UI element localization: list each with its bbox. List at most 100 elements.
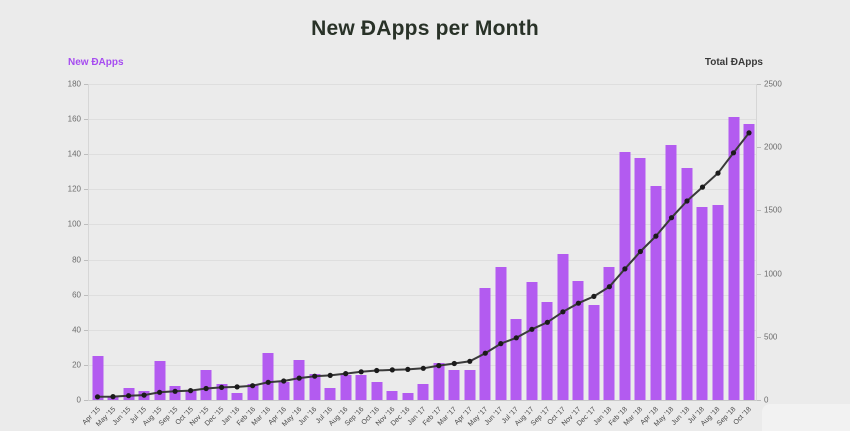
line-point-Oct15[interactable] bbox=[188, 388, 194, 394]
line-point-Aug15[interactable] bbox=[157, 389, 163, 395]
bar-Mar16[interactable] bbox=[262, 352, 274, 400]
bar-Nov17[interactable] bbox=[572, 280, 584, 400]
line-point-May16[interactable] bbox=[296, 375, 302, 381]
bar-Jan18[interactable] bbox=[603, 266, 615, 400]
bar-Oct15[interactable] bbox=[185, 391, 197, 400]
line-point-Sep16[interactable] bbox=[358, 369, 364, 375]
bar-Apr15[interactable] bbox=[92, 356, 104, 400]
bar-Sep18[interactable] bbox=[728, 117, 739, 400]
line-point-Jan17[interactable] bbox=[420, 365, 426, 371]
right-axis-tick-mark bbox=[757, 400, 761, 401]
gridline bbox=[89, 154, 756, 156]
line-point-Mar16[interactable] bbox=[265, 379, 271, 385]
line-point-Jul15[interactable] bbox=[141, 392, 147, 398]
line-point-Nov16[interactable] bbox=[389, 367, 395, 373]
bar-Feb17[interactable] bbox=[433, 363, 445, 400]
bar-Sep16[interactable] bbox=[355, 375, 367, 400]
left-axis-tick-mark bbox=[84, 259, 88, 261]
bar-Aug17[interactable] bbox=[526, 282, 538, 400]
bar-Aug18[interactable] bbox=[712, 205, 724, 400]
bar-Jul16[interactable] bbox=[324, 387, 336, 400]
bar-May18[interactable] bbox=[665, 145, 677, 400]
bar-Oct17[interactable] bbox=[557, 254, 569, 400]
left-axis-tick-mark bbox=[84, 224, 88, 226]
left-axis-tick-label: 0 bbox=[76, 395, 81, 405]
line-point-Apr16[interactable] bbox=[281, 378, 287, 384]
bar-Apr16[interactable] bbox=[278, 382, 290, 400]
line-point-Nov15[interactable] bbox=[203, 385, 209, 392]
line-point-Apr15[interactable] bbox=[94, 394, 101, 400]
left-axis-tick-label: 160 bbox=[67, 114, 81, 124]
bar-Nov16[interactable] bbox=[386, 391, 398, 400]
line-point-Jan16[interactable] bbox=[234, 384, 240, 390]
line-point-Sep18[interactable] bbox=[730, 150, 737, 156]
right-axis-tick-label: 500 bbox=[764, 332, 778, 342]
line-point-Jan18[interactable] bbox=[606, 284, 613, 290]
bar-Jun18[interactable] bbox=[681, 168, 693, 400]
line-point-May18[interactable] bbox=[668, 215, 675, 221]
bar-Sep17[interactable] bbox=[541, 301, 553, 400]
right-axis-tick-label: 2500 bbox=[764, 79, 782, 89]
right-axis-tick-label: 2000 bbox=[764, 142, 782, 152]
line-point-Apr17[interactable] bbox=[467, 358, 473, 364]
left-axis-tick-label: 140 bbox=[67, 149, 81, 159]
bar-Dec16[interactable] bbox=[402, 392, 414, 400]
line-point-Jun15[interactable] bbox=[126, 393, 132, 399]
gridline bbox=[89, 189, 756, 191]
bar-Jan17[interactable] bbox=[417, 384, 429, 400]
line-point-Jul16[interactable] bbox=[327, 372, 333, 378]
bar-May17[interactable] bbox=[479, 287, 491, 400]
line-point-Feb16[interactable] bbox=[250, 383, 256, 389]
bar-Jul17[interactable] bbox=[510, 319, 522, 400]
right-axis-tick-mark bbox=[757, 273, 761, 275]
line-point-Dec17[interactable] bbox=[591, 293, 597, 299]
bar-Apr17[interactable] bbox=[464, 370, 476, 400]
line-point-Aug16[interactable] bbox=[343, 371, 349, 377]
left-axis-tick-label: 40 bbox=[72, 325, 81, 335]
line-point-Jul17[interactable] bbox=[513, 335, 519, 341]
bar-Mar18[interactable] bbox=[634, 157, 646, 400]
line-point-Jun18[interactable] bbox=[684, 198, 690, 204]
line-point-Feb18[interactable] bbox=[622, 266, 628, 272]
line-point-Sep15[interactable] bbox=[172, 388, 178, 394]
bar-Jul18[interactable] bbox=[696, 206, 708, 400]
bar-Feb18[interactable] bbox=[619, 152, 631, 400]
bar-Aug15[interactable] bbox=[154, 361, 166, 400]
line-point-Dec16[interactable] bbox=[405, 366, 411, 372]
line-point-Feb17[interactable] bbox=[436, 363, 442, 369]
line-point-Oct16[interactable] bbox=[374, 367, 380, 374]
line-point-Nov17[interactable] bbox=[575, 300, 581, 306]
left-axis-tick-label: 180 bbox=[67, 79, 81, 89]
right-axis-tick-label: 0 bbox=[764, 395, 769, 405]
line-point-Sep17[interactable] bbox=[544, 319, 550, 325]
bar-Jan16[interactable] bbox=[231, 392, 243, 400]
bar-Mar17[interactable] bbox=[448, 370, 460, 400]
line-point-May17[interactable] bbox=[482, 350, 488, 356]
bar-Aug16[interactable] bbox=[340, 375, 352, 400]
line-point-Aug17[interactable] bbox=[529, 326, 535, 332]
bar-Apr18[interactable] bbox=[650, 185, 662, 400]
line-point-Dec15[interactable] bbox=[219, 384, 225, 390]
bar-Oct16[interactable] bbox=[371, 382, 383, 400]
bar-Jun17[interactable] bbox=[495, 266, 507, 400]
line-point-Apr18[interactable] bbox=[653, 233, 659, 239]
line-point-Jul18[interactable] bbox=[699, 184, 706, 190]
bar-Dec17[interactable] bbox=[588, 305, 600, 400]
line-point-Jun16[interactable] bbox=[312, 373, 318, 379]
line-point-Jun17[interactable] bbox=[498, 341, 504, 347]
left-axis-tick-mark bbox=[84, 154, 88, 156]
bar-Nov15[interactable] bbox=[200, 370, 212, 400]
bar-Feb16[interactable] bbox=[247, 384, 259, 400]
gridline bbox=[89, 84, 756, 85]
line-point-Oct17[interactable] bbox=[560, 309, 566, 315]
right-axis-tick-mark bbox=[757, 84, 761, 85]
line-point-May15[interactable] bbox=[110, 394, 116, 400]
line-point-Oct18[interactable] bbox=[746, 130, 752, 136]
bar-Dec15[interactable] bbox=[216, 384, 228, 400]
line-point-Mar17[interactable] bbox=[451, 360, 457, 367]
bar-Oct18[interactable] bbox=[743, 124, 755, 400]
line-point-Aug18[interactable] bbox=[715, 170, 721, 176]
bar-Jun16[interactable] bbox=[309, 373, 321, 400]
line-point-Mar18[interactable] bbox=[637, 248, 644, 255]
right-axis-tick-label: 1000 bbox=[764, 269, 782, 279]
